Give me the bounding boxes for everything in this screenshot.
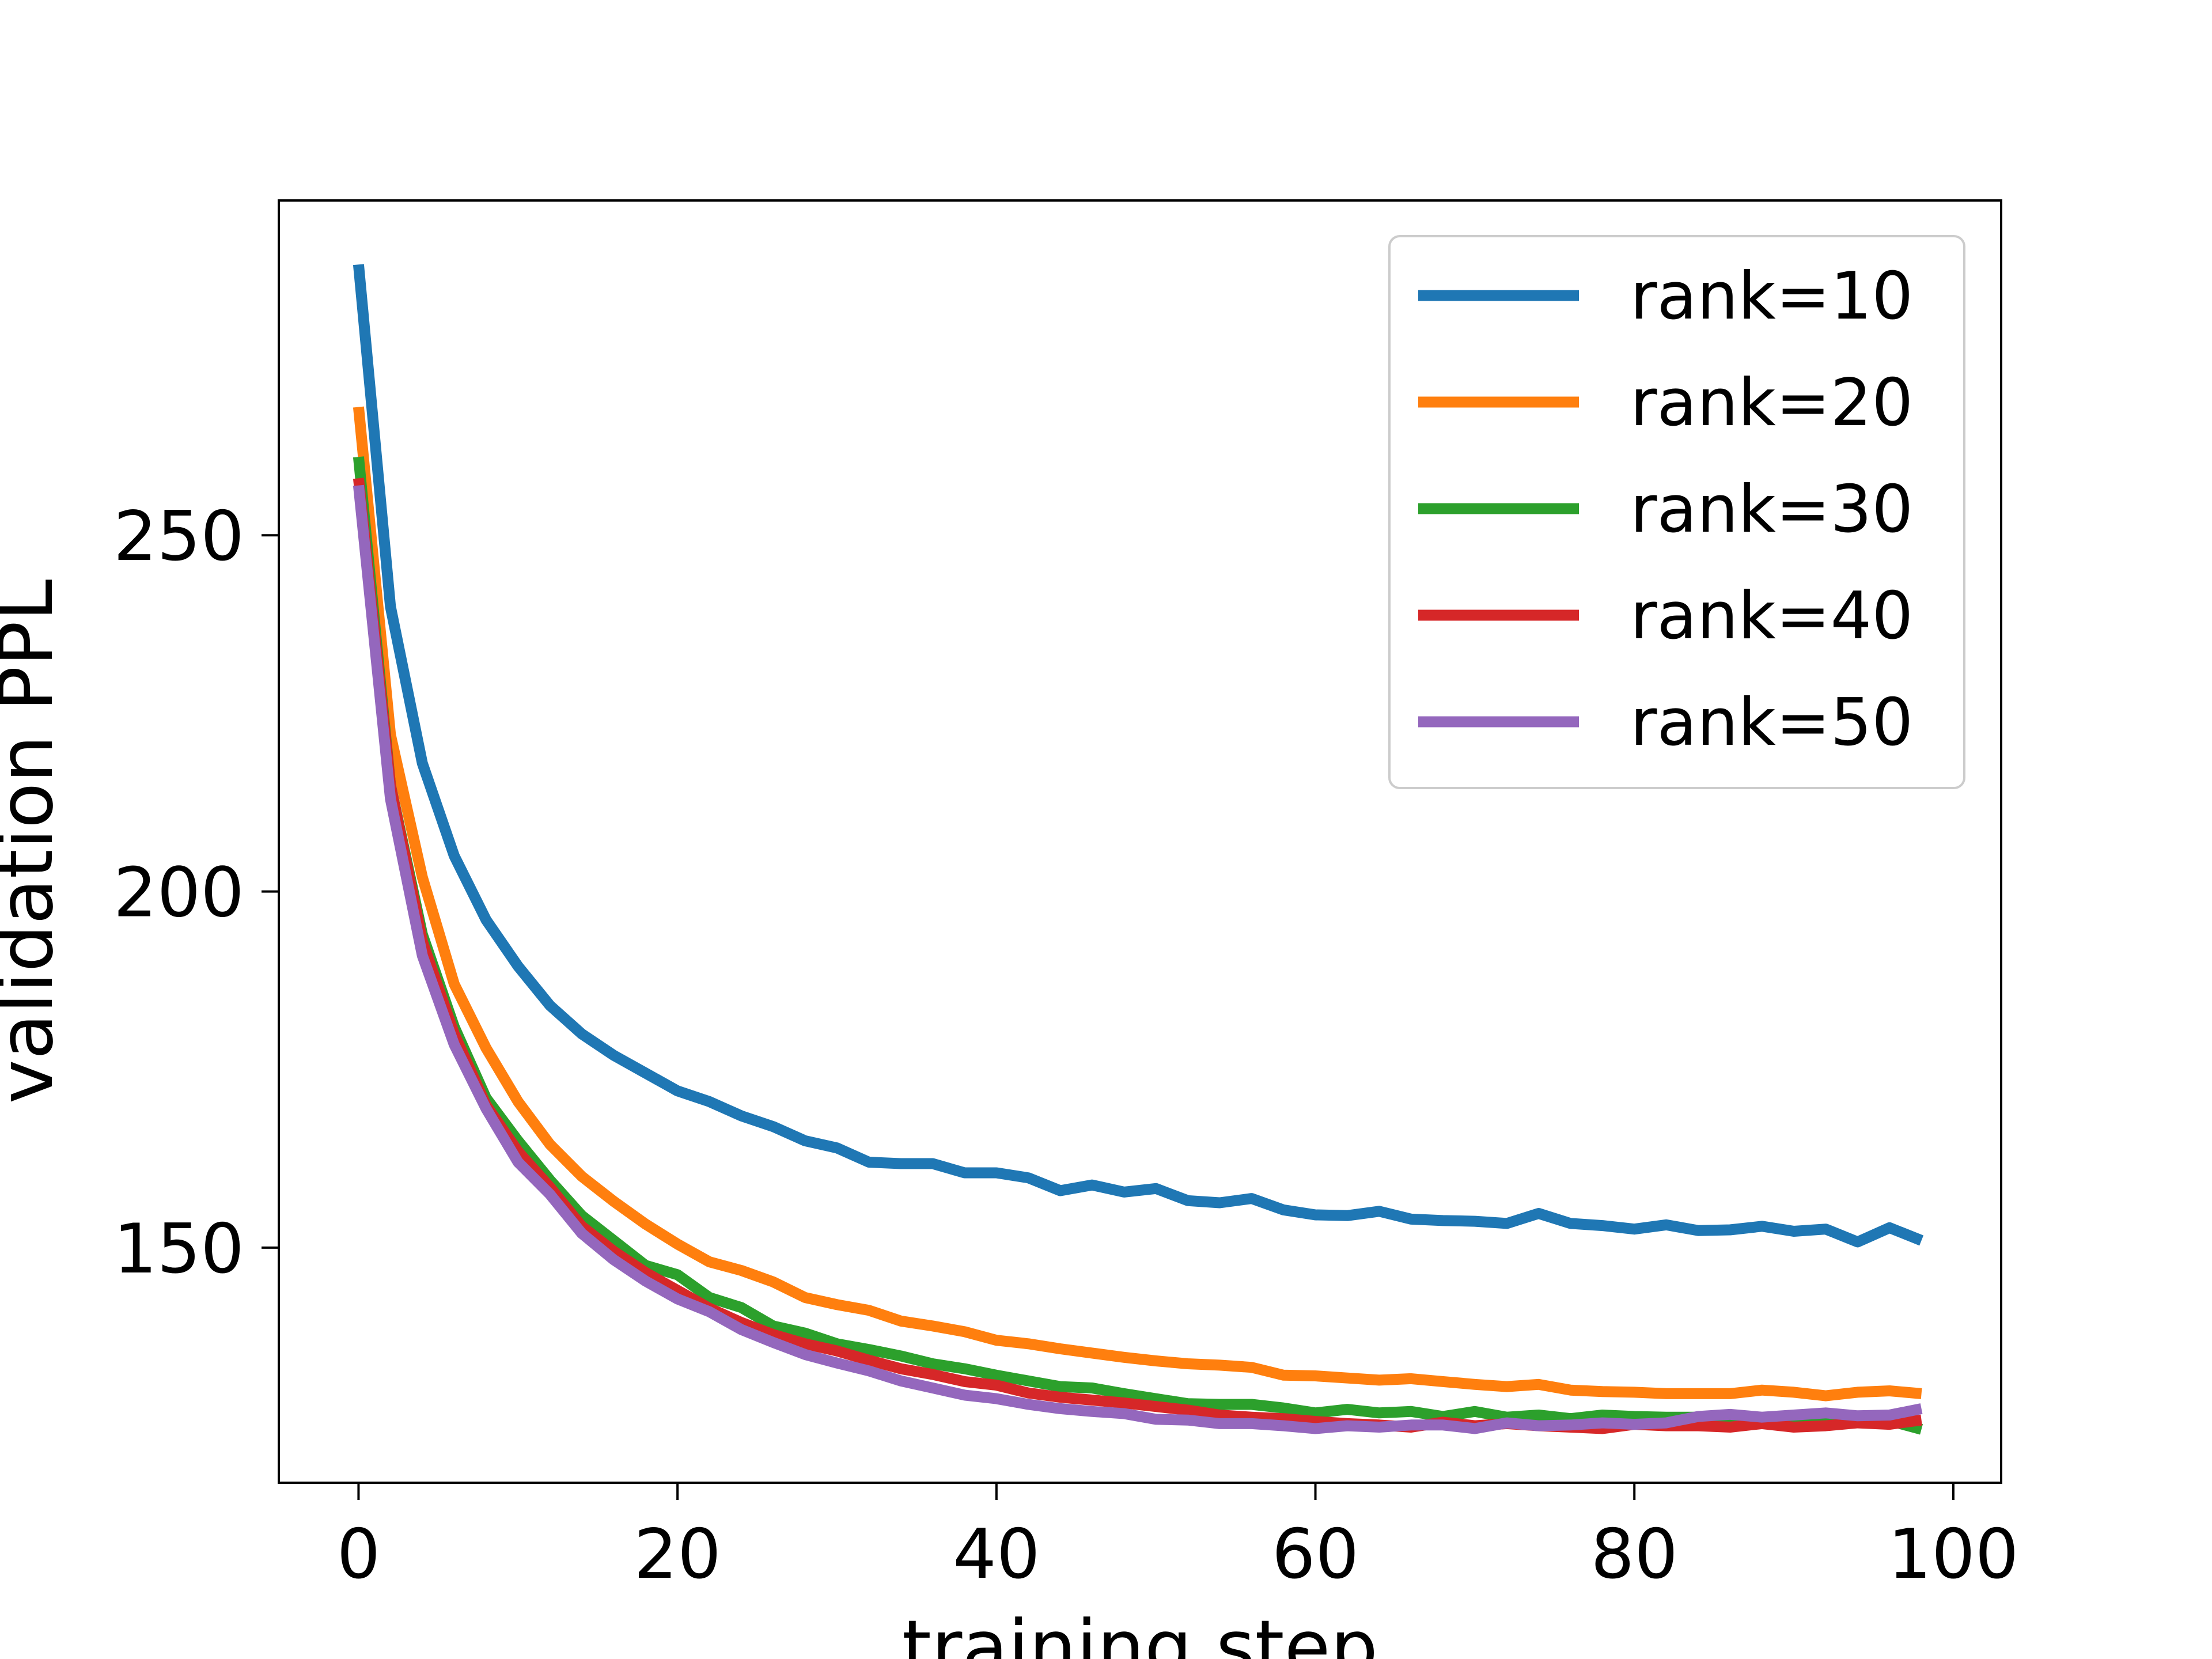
legend-label: rank=10 — [1630, 258, 1913, 334]
y-tick-label: 150 — [113, 1210, 244, 1289]
legend-label: rank=30 — [1630, 471, 1913, 547]
legend-label: rank=20 — [1630, 365, 1913, 441]
y-axis-ticks: 150 200 250 — [113, 497, 279, 1289]
y-tick-label: 200 — [113, 854, 244, 933]
series-line-2 — [353, 406, 1922, 1402]
y-tick-label: 250 — [113, 497, 244, 577]
legend: rank=10 rank=20 rank=30 rank=40 rank=50 — [1388, 235, 1965, 789]
x-axis-label: training step — [902, 1604, 1378, 1659]
series-layer — [353, 264, 1924, 1435]
x-tick-label: 60 — [1272, 1515, 1359, 1594]
plot-frame — [278, 199, 2002, 1484]
legend-entries: rank=10 rank=20 rank=30 rank=40 rank=50 — [1418, 258, 1913, 760]
y-axis-label: validation PPL — [0, 579, 70, 1104]
series-line-1 — [353, 264, 1924, 1248]
x-tick-label: 80 — [1591, 1515, 1678, 1594]
x-tick-label: 40 — [953, 1515, 1040, 1594]
x-tick-label: 100 — [1888, 1515, 2018, 1594]
series-line-3 — [353, 456, 1923, 1435]
x-axis-ticks: 0 20 40 60 80 100 — [337, 1483, 2019, 1594]
legend-label: rank=50 — [1630, 684, 1913, 760]
series-line-5 — [353, 484, 1923, 1434]
legend-box — [1388, 235, 1965, 789]
x-tick-label: 0 — [337, 1515, 381, 1594]
legend-label: rank=40 — [1630, 578, 1913, 654]
x-tick-label: 20 — [634, 1515, 721, 1594]
